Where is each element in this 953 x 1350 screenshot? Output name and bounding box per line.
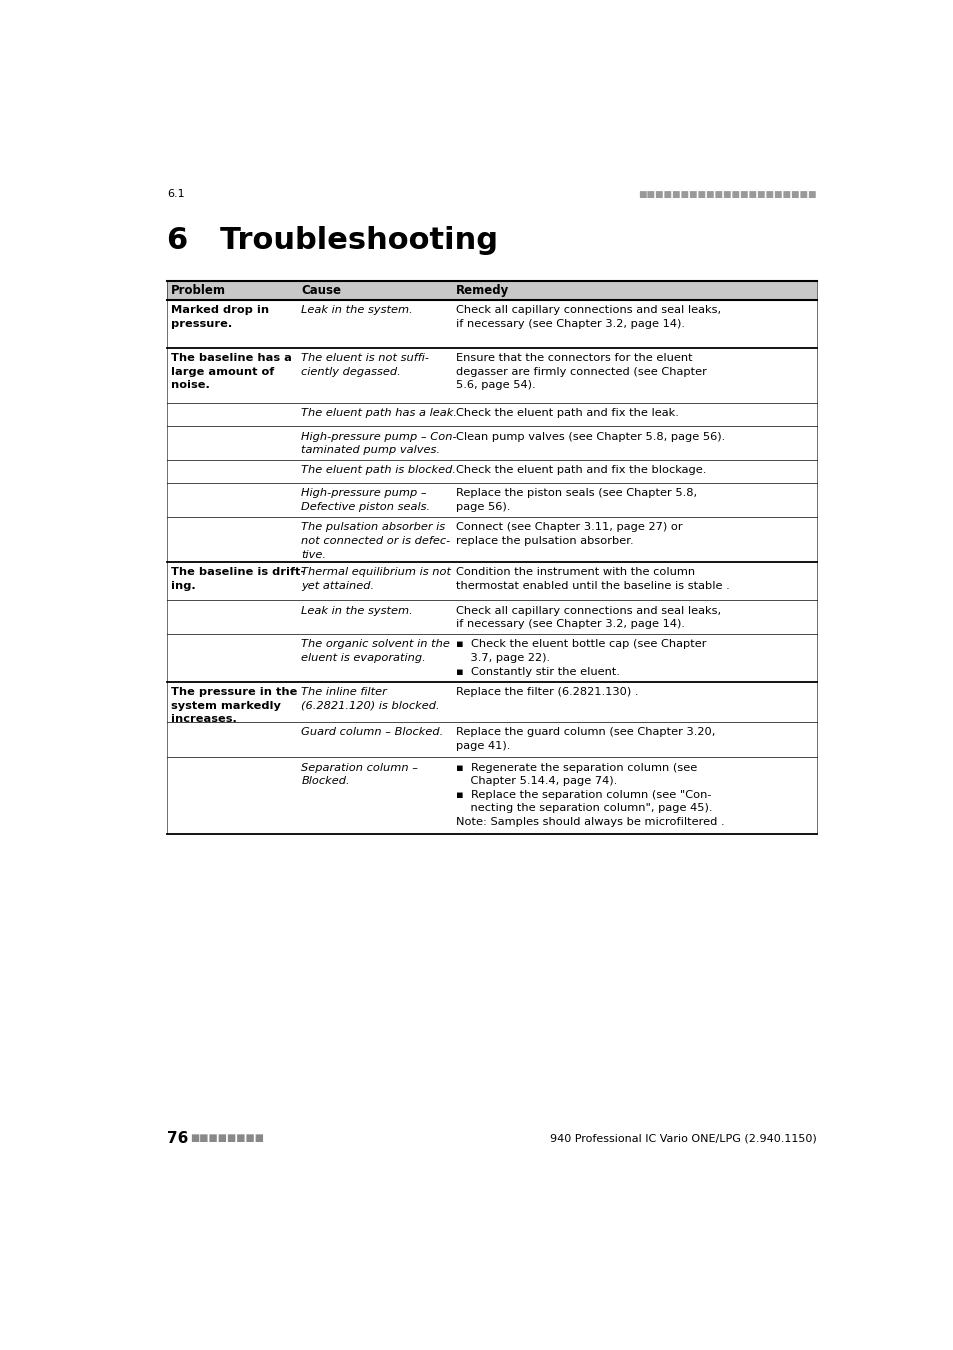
Text: The eluent path is blocked.: The eluent path is blocked. bbox=[301, 466, 456, 475]
Text: Leak in the system.: Leak in the system. bbox=[301, 305, 413, 315]
Text: Check the eluent path and fix the leak.: Check the eluent path and fix the leak. bbox=[456, 409, 679, 418]
Text: Check the eluent path and fix the blockage.: Check the eluent path and fix the blocka… bbox=[456, 466, 706, 475]
Text: Guard column – Blocked.: Guard column – Blocked. bbox=[301, 728, 443, 737]
Text: Marked drop in
pressure.: Marked drop in pressure. bbox=[171, 305, 269, 329]
Text: Thermal equilibrium is not
yet attained.: Thermal equilibrium is not yet attained. bbox=[301, 567, 451, 590]
Text: Leak in the system.: Leak in the system. bbox=[301, 606, 413, 616]
Text: ▪  Check the eluent bottle cap (see Chapter
    3.7, page 22).
▪  Constantly sti: ▪ Check the eluent bottle cap (see Chapt… bbox=[456, 640, 706, 676]
Text: ■■■■■■■■■■■■■■■■■■■■■: ■■■■■■■■■■■■■■■■■■■■■ bbox=[638, 190, 816, 198]
Text: Condition the instrument with the column
thermostat enabled until the baseline i: Condition the instrument with the column… bbox=[456, 567, 729, 590]
Text: High-pressure pump –
Defective piston seals.: High-pressure pump – Defective piston se… bbox=[301, 489, 430, 512]
Text: Ensure that the connectors for the eluent
degasser are firmly connected (see Cha: Ensure that the connectors for the eluen… bbox=[456, 352, 706, 390]
Text: The baseline is drift-
ing.: The baseline is drift- ing. bbox=[171, 567, 305, 590]
Text: ■■■■■■■■: ■■■■■■■■ bbox=[191, 1134, 264, 1143]
Text: Remedy: Remedy bbox=[456, 284, 509, 297]
Text: Replace the filter (6.2821.130) .: Replace the filter (6.2821.130) . bbox=[456, 687, 639, 697]
Text: 6.1: 6.1 bbox=[167, 189, 185, 200]
Text: 6   Troubleshooting: 6 Troubleshooting bbox=[167, 225, 497, 255]
Text: Check all capillary connections and seal leaks,
if necessary (see Chapter 3.2, p: Check all capillary connections and seal… bbox=[456, 606, 720, 629]
Text: Clean pump valves (see Chapter 5.8, page 56).: Clean pump valves (see Chapter 5.8, page… bbox=[456, 432, 725, 441]
Text: Problem: Problem bbox=[171, 284, 226, 297]
Text: The pulsation absorber is
not connected or is defec-
tive.: The pulsation absorber is not connected … bbox=[301, 522, 450, 559]
Text: Connect (see Chapter 3.11, page 27) or
replace the pulsation absorber.: Connect (see Chapter 3.11, page 27) or r… bbox=[456, 522, 682, 545]
Text: Replace the guard column (see Chapter 3.20,
page 41).: Replace the guard column (see Chapter 3.… bbox=[456, 728, 715, 751]
Bar bbox=[167, 281, 816, 300]
Text: ▪  Regenerate the separation column (see
    Chapter 5.14.4, page 74).
▪  Replac: ▪ Regenerate the separation column (see … bbox=[456, 763, 724, 828]
Text: The inline filter
(6.2821.120) is blocked.: The inline filter (6.2821.120) is blocke… bbox=[301, 687, 439, 710]
Text: Check all capillary connections and seal leaks,
if necessary (see Chapter 3.2, p: Check all capillary connections and seal… bbox=[456, 305, 720, 329]
Text: The baseline has a
large amount of
noise.: The baseline has a large amount of noise… bbox=[171, 352, 292, 390]
Text: Separation column –
Blocked.: Separation column – Blocked. bbox=[301, 763, 418, 786]
Text: Replace the piston seals (see Chapter 5.8,
page 56).: Replace the piston seals (see Chapter 5.… bbox=[456, 489, 697, 512]
Text: The pressure in the
system markedly
increases.: The pressure in the system markedly incr… bbox=[171, 687, 297, 725]
Text: 76: 76 bbox=[167, 1131, 189, 1146]
Text: The eluent is not suffi-
ciently degassed.: The eluent is not suffi- ciently degasse… bbox=[301, 352, 429, 377]
Text: High-pressure pump – Con-
taminated pump valves.: High-pressure pump – Con- taminated pump… bbox=[301, 432, 456, 455]
Text: The eluent path has a leak.: The eluent path has a leak. bbox=[301, 409, 456, 418]
Text: The organic solvent in the
eluent is evaporating.: The organic solvent in the eluent is eva… bbox=[301, 640, 450, 663]
Text: Cause: Cause bbox=[301, 284, 341, 297]
Text: 940 Professional IC Vario ONE/LPG (2.940.1150): 940 Professional IC Vario ONE/LPG (2.940… bbox=[550, 1134, 816, 1143]
